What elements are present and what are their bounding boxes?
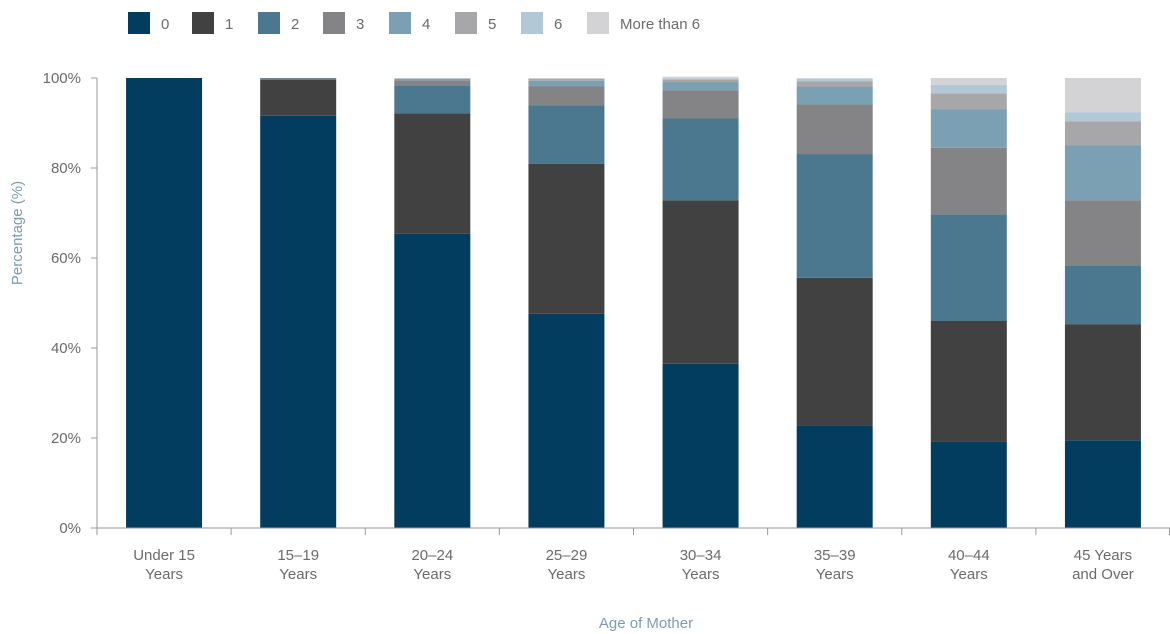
bar-segment-5 bbox=[662, 79, 739, 83]
bar-segment-1 bbox=[796, 277, 873, 426]
legend-label-1: 1 bbox=[225, 16, 233, 33]
x-tick-label: 45 Years and Over bbox=[1072, 547, 1134, 583]
legend-swatch-4 bbox=[389, 12, 411, 34]
bar-segment-0 bbox=[1064, 440, 1141, 528]
bar-stack bbox=[394, 78, 471, 528]
bar-segment-0 bbox=[126, 78, 203, 528]
bar-segment-2 bbox=[662, 118, 739, 201]
bar-segment-4 bbox=[528, 80, 605, 87]
bar-stack bbox=[126, 78, 203, 528]
y-tick-label: 60% bbox=[51, 250, 81, 267]
bar-stack bbox=[260, 78, 337, 529]
bar-stack bbox=[662, 76, 739, 528]
bar-segment-2 bbox=[796, 154, 873, 278]
x-tick-label: 40–44 Years bbox=[948, 547, 990, 583]
bar-segment-1 bbox=[528, 163, 605, 314]
bar-segment-3 bbox=[662, 90, 739, 119]
bar-segment-0 bbox=[662, 363, 739, 528]
bar-stack bbox=[1064, 78, 1141, 528]
bar-segment-4 bbox=[662, 82, 739, 91]
x-tick-label: 35–39 Years bbox=[814, 547, 856, 583]
bar-segment-6 bbox=[796, 78, 873, 82]
legend-label-3: 3 bbox=[356, 16, 364, 33]
bar-segment-more-than-6 bbox=[796, 78, 873, 79]
x-tick-label: 20–24 Years bbox=[411, 547, 453, 583]
legend-label-2: 2 bbox=[291, 16, 299, 33]
bar-segment-3 bbox=[394, 80, 471, 86]
bar-segment-more-than-6 bbox=[930, 78, 1007, 85]
bar-segment-5 bbox=[1064, 121, 1141, 146]
bar-segment-1 bbox=[930, 321, 1007, 442]
bar-segment-1 bbox=[394, 113, 471, 234]
legend: 0 1 2 3 4 5 6 More than 6 bbox=[128, 12, 700, 34]
legend-label-4: 4 bbox=[422, 16, 430, 33]
legend-swatch-2 bbox=[258, 12, 280, 34]
bar-segment-6 bbox=[930, 84, 1007, 94]
x-tick-label: Under 15 Years bbox=[133, 547, 195, 583]
legend-label-5: 5 bbox=[488, 16, 496, 33]
legend-swatch-3 bbox=[323, 12, 345, 34]
bar-segment-3 bbox=[930, 147, 1007, 215]
bar-segment-0 bbox=[260, 115, 337, 529]
bar-segment-4 bbox=[930, 109, 1007, 148]
bar-segment-more-than-6 bbox=[1064, 78, 1141, 113]
x-tick-label: 30–34 Years bbox=[680, 547, 722, 583]
legend-label-more-than-6: More than 6 bbox=[620, 16, 700, 33]
bar-segment-1 bbox=[1064, 324, 1141, 441]
bar-segment-3 bbox=[1064, 200, 1141, 266]
y-tick-label: 80% bbox=[51, 160, 81, 177]
bar-segment-0 bbox=[394, 233, 471, 528]
bar-segment-0 bbox=[930, 441, 1007, 528]
bar-segment-5 bbox=[528, 78, 605, 81]
y-tick-label: 40% bbox=[51, 340, 81, 357]
bar-segment-3 bbox=[528, 86, 605, 106]
bar-segment-5 bbox=[796, 81, 873, 87]
bar-segment-4 bbox=[394, 78, 471, 81]
legend-swatch-5 bbox=[455, 12, 477, 34]
y-tick-label: 0% bbox=[59, 520, 81, 537]
bar-stack bbox=[930, 78, 1007, 528]
bar-segment-more-than-6 bbox=[662, 76, 739, 79]
legend-swatch-6 bbox=[521, 12, 543, 34]
bar-segment-1 bbox=[260, 79, 337, 116]
bar-segment-5 bbox=[930, 93, 1007, 110]
bar-segment-4 bbox=[1064, 145, 1141, 201]
bar-segment-6 bbox=[662, 78, 739, 80]
bar-segment-2 bbox=[930, 214, 1007, 321]
bars bbox=[126, 76, 1141, 529]
bar-segment-0 bbox=[528, 313, 605, 528]
legend-swatch-1 bbox=[192, 12, 214, 34]
bar-segment-2 bbox=[528, 105, 605, 164]
x-axis-label: Age of Mother bbox=[599, 615, 693, 632]
legend-swatch-0 bbox=[128, 12, 150, 34]
bar-segment-2 bbox=[260, 78, 337, 80]
y-axis: 0% 20% 40% 60% 80% 100% bbox=[43, 70, 98, 537]
x-axis: Under 15 Years 15–19 Years 20–24 Years 25–29 Ye… bbox=[96, 527, 1170, 583]
bar-segment-1 bbox=[662, 200, 739, 364]
bar-segment-0 bbox=[796, 425, 873, 528]
bar-segment-4 bbox=[796, 86, 873, 105]
bar-stack bbox=[796, 78, 873, 528]
y-tick-label: 100% bbox=[43, 70, 81, 87]
x-tick-label: 15–19 Years bbox=[277, 547, 319, 583]
bar-segment-2 bbox=[394, 85, 471, 114]
legend-label-6: 6 bbox=[554, 16, 562, 33]
bar-stack bbox=[528, 78, 605, 528]
legend-label-0: 0 bbox=[161, 16, 169, 33]
bar-segment-2 bbox=[1064, 265, 1141, 325]
bar-segment-3 bbox=[796, 104, 873, 155]
y-tick-label: 20% bbox=[51, 430, 81, 447]
bar-segment-6 bbox=[1064, 112, 1141, 122]
legend-swatch-more-than-6 bbox=[587, 12, 609, 34]
y-axis-label: Percentage (%) bbox=[9, 181, 26, 285]
x-tick-label: 25–29 Years bbox=[546, 547, 588, 583]
